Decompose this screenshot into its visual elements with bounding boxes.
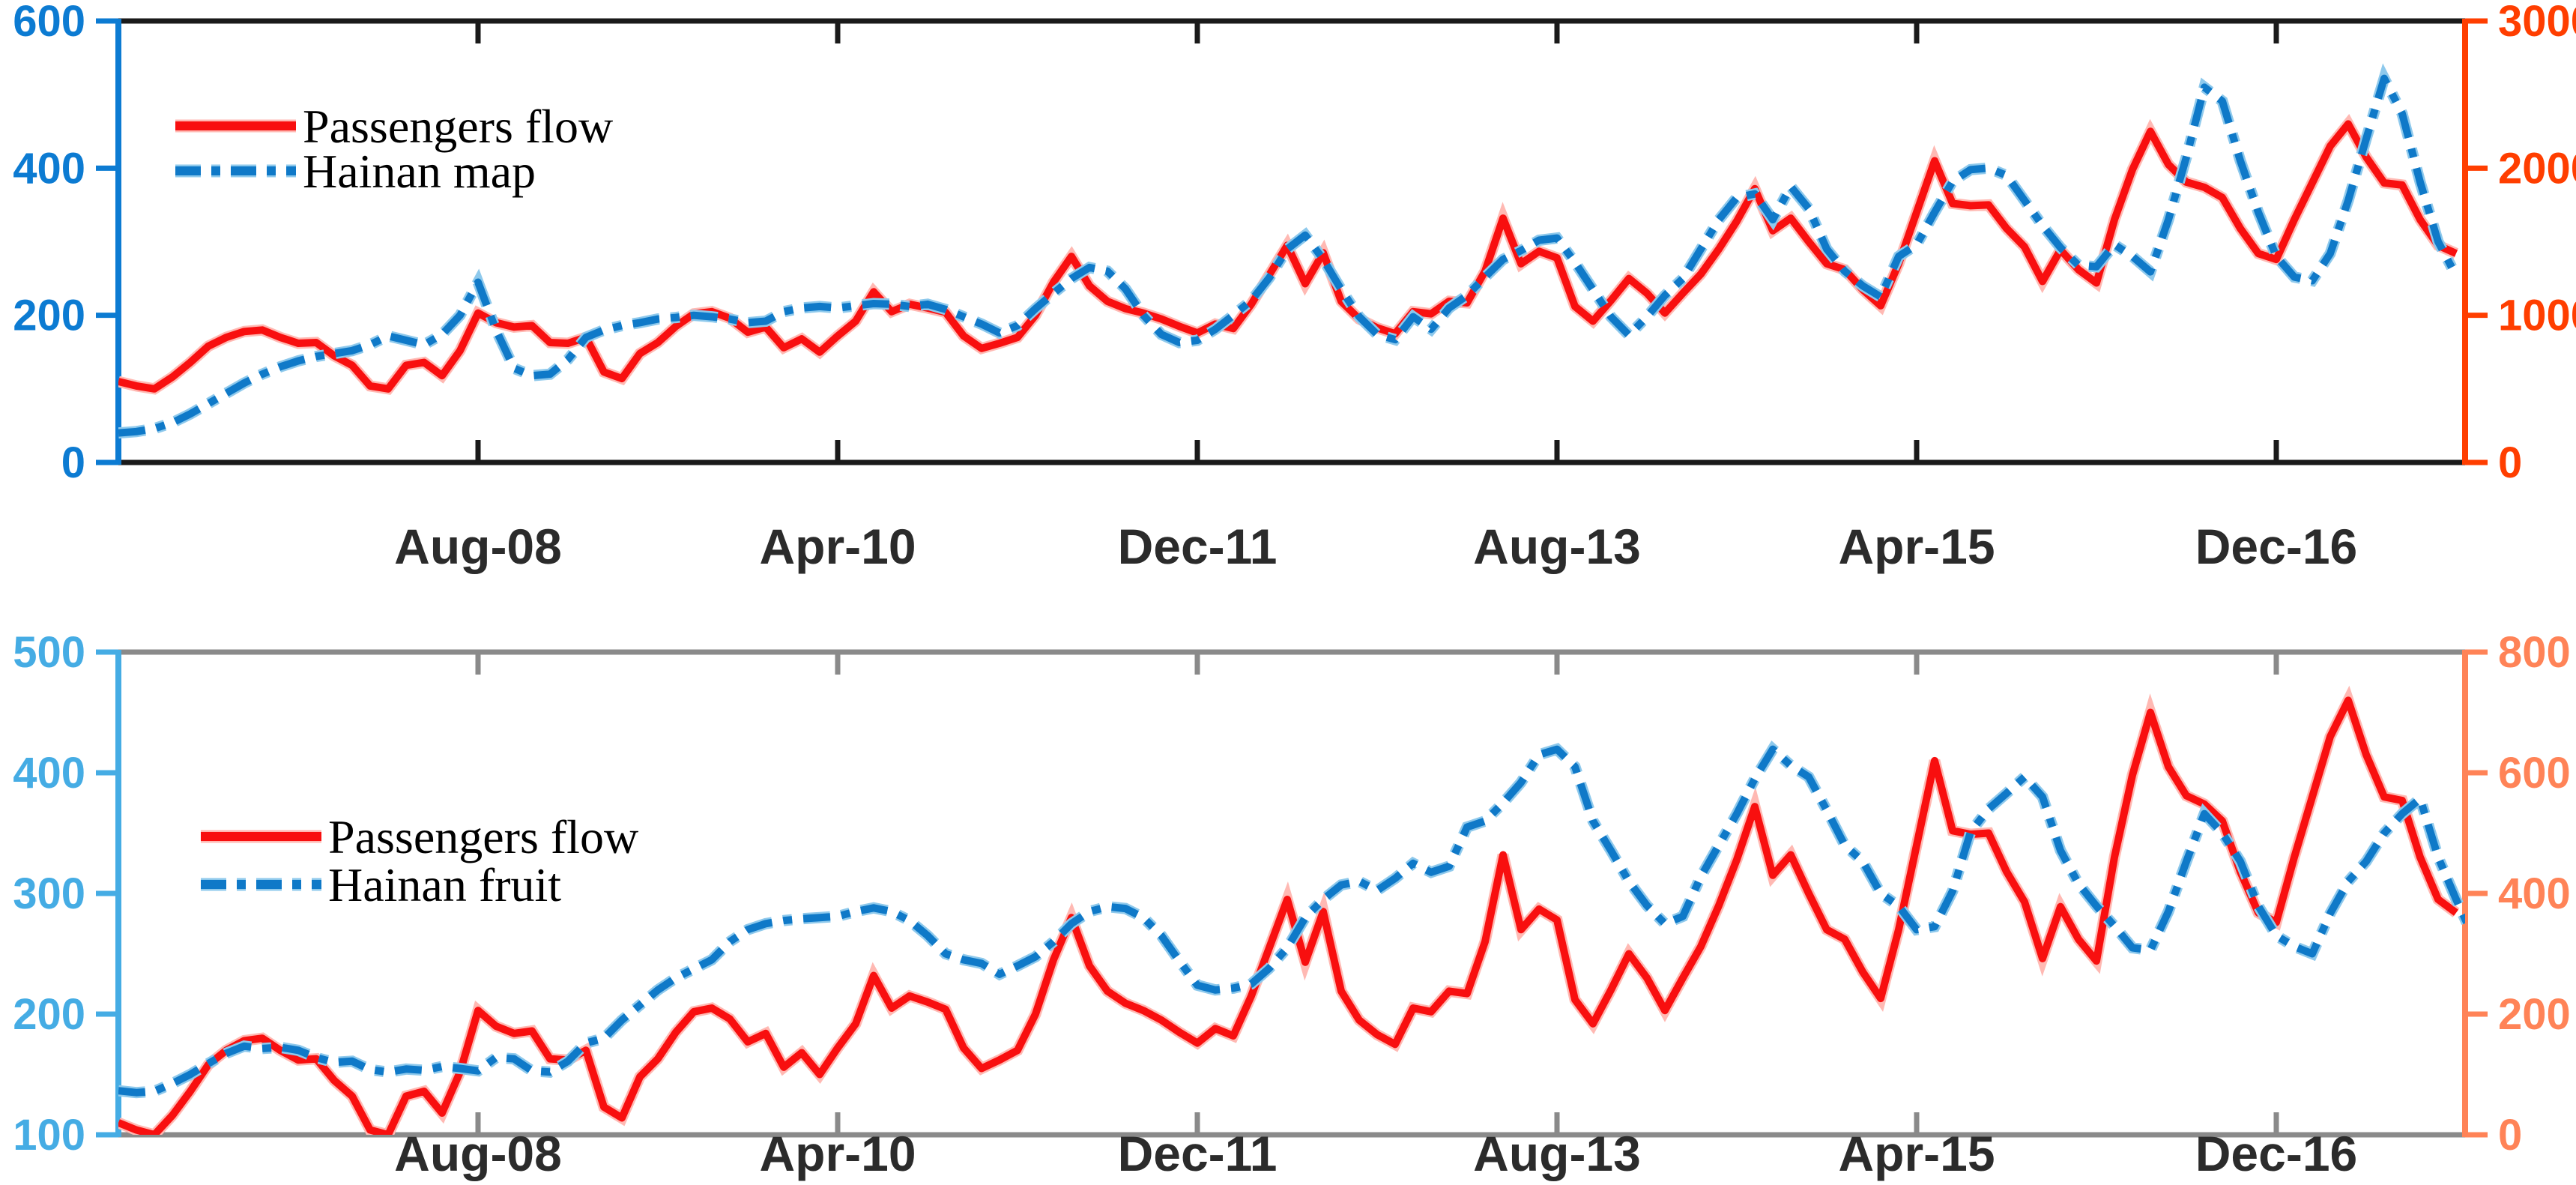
bottom-panel: 100 200 300 400 500 0 200 400 600 800 Aug-08 Apr-10… (13, 628, 2571, 1181)
legend-label: Passengers flow (303, 100, 613, 153)
left-tick-label: 100 (13, 1111, 85, 1160)
x-tick-label: Aug-08 (394, 519, 562, 574)
left-tick-label: 0 (61, 438, 85, 487)
x-tick-label: Apr-15 (1838, 1126, 1995, 1181)
left-tick-label: 600 (13, 0, 85, 46)
right-tick-label: 600 (2498, 749, 2571, 797)
left-tick-label: 200 (13, 990, 85, 1039)
x-tick-label: Apr-10 (759, 519, 916, 574)
legend-label: Passengers flow (328, 810, 638, 863)
right-tick-label: 0 (2498, 1111, 2522, 1160)
right-tick-label: 1000 (2498, 292, 2576, 340)
legend-label: Hainan map (303, 145, 536, 198)
right-tick-label: 0 (2498, 438, 2522, 487)
right-tick-label: 200 (2498, 990, 2571, 1039)
x-tick-label: Dec-11 (1118, 519, 1278, 574)
x-tick-label: Apr-10 (759, 1126, 916, 1181)
x-tick-label: Aug-13 (1473, 1126, 1641, 1181)
left-tick-label: 300 (13, 869, 85, 918)
x-tick-label: Apr-15 (1838, 519, 1995, 574)
left-tick-label: 400 (13, 749, 85, 797)
top-panel: 0 200 400 600 0 1000 2000 3000 Aug-08 Apr-10 Dec-1… (13, 0, 2576, 574)
left-tick-label: 200 (13, 292, 85, 340)
right-tick-label: 3000 (2498, 0, 2576, 46)
x-tick-label: Aug-08 (394, 1126, 562, 1181)
x-tick-label: Dec-16 (2195, 519, 2357, 574)
x-tick-label: Dec-11 (1118, 1126, 1278, 1181)
right-tick-label: 400 (2498, 869, 2571, 918)
right-tick-label: 2000 (2498, 144, 2576, 193)
x-tick-label: Dec-16 (2195, 1126, 2357, 1181)
right-tick-label: 800 (2498, 628, 2571, 677)
left-tick-label: 500 (13, 628, 85, 677)
passengers-flow-line (118, 696, 2458, 1135)
hainan-fruit-line (118, 745, 2465, 1097)
left-tick-label: 400 (13, 144, 85, 193)
x-tick-label: Aug-13 (1473, 519, 1641, 574)
hainan-map-line (118, 74, 2460, 437)
legend-label: Hainan fruit (328, 858, 561, 911)
